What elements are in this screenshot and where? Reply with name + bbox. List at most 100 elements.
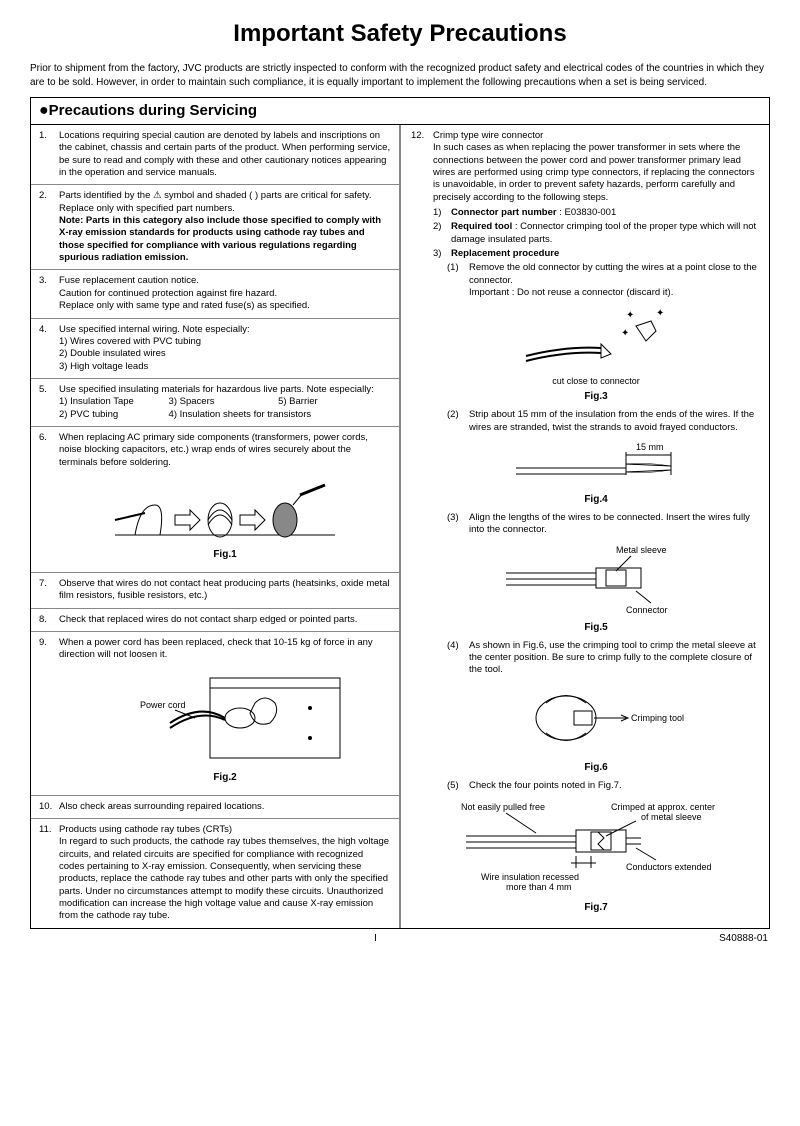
text: Caution for continued protection against…	[59, 288, 277, 299]
text: 2) Double insulated wires	[59, 348, 166, 359]
item-body: When replacing AC primary side component…	[59, 432, 391, 567]
item-num: 10.	[39, 801, 59, 813]
item-6: 6. When replacing AC primary side compon…	[31, 426, 399, 572]
proc-body: Check the four points noted in Fig.7.	[469, 780, 622, 792]
item-body: Crimp type wire connector In such cases …	[433, 130, 759, 204]
item-body: Parts identified by the ⚠ symbol and sha…	[59, 190, 391, 264]
text: 2) PVC tubing	[59, 409, 169, 421]
proc-num: (4)	[447, 640, 469, 677]
item-body: Locations requiring special caution are …	[59, 130, 391, 179]
step-3: 3) Replacement procedure	[433, 248, 759, 260]
item-num: 5.	[39, 384, 59, 421]
item-7: 7. Observe that wires do not contact hea…	[31, 572, 399, 608]
svg-text:15 mm: 15 mm	[636, 442, 664, 452]
text: Parts identified by the ⚠ symbol and sha…	[59, 190, 371, 201]
text: Required tool	[451, 221, 512, 232]
proc-num: (5)	[447, 780, 469, 792]
svg-text:Crimping tool: Crimping tool	[631, 713, 684, 723]
text: Remove the old connector by cutting the …	[469, 262, 757, 285]
fig7-box: Not easily pulled free Crimped at approx…	[433, 798, 759, 914]
fig5-svg: Metal sleeve Connector	[486, 543, 706, 618]
fig2-svg: Power cord	[100, 668, 350, 768]
fig4-box: 15 mm Fig.4	[433, 440, 759, 506]
text: 1) Insulation Tape	[59, 396, 169, 408]
item-body: When a power cord has been replaced, che…	[59, 637, 391, 790]
right-column: 12. Crimp type wire connector In such ca…	[400, 125, 769, 928]
fig5-box: Metal sleeve Connector Fig.5	[433, 543, 759, 634]
text: When a power cord has been replaced, che…	[59, 637, 373, 660]
step-num: 2)	[433, 221, 451, 246]
proc-num: (1)	[447, 262, 469, 299]
text: Crimp type wire connector	[433, 130, 543, 141]
page-number: I	[374, 933, 377, 944]
item-body: Also check areas surrounding repaired lo…	[59, 801, 391, 813]
text: Important : Do not reuse a connector (di…	[469, 287, 673, 298]
text: Replacement procedure	[451, 248, 559, 259]
svg-text:Connector: Connector	[626, 605, 668, 615]
item-body: Check that replaced wires do not contact…	[59, 614, 391, 626]
precautions-box: ●Precautions during Servicing 1. Locatio…	[30, 97, 770, 929]
step-body: Connector part number : E03830-001	[451, 207, 616, 219]
fig1-svg	[105, 475, 345, 545]
step-2: 2) Required tool : Connector crimping to…	[433, 221, 759, 246]
item-body: Use specified internal wiring. Note espe…	[59, 324, 391, 373]
fig6-svg: Crimping tool	[486, 683, 706, 758]
fig6-box: Crimping tool Fig.6	[433, 683, 759, 774]
item-4: 4. Use specified internal wiring. Note e…	[31, 318, 399, 378]
item-num: 11.	[39, 824, 59, 923]
fig3-box: ✦ ✦ ✦ cut close to connector Fig.3	[433, 306, 759, 404]
step-1: 1) Connector part number : E03830-001	[433, 207, 759, 219]
step-body: Replacement procedure	[451, 248, 559, 260]
bullet-icon: ●	[39, 102, 49, 119]
step-num: 3)	[433, 248, 451, 260]
fig3-label: Fig.3	[433, 390, 759, 403]
item-body: Observe that wires do not contact heat p…	[59, 578, 391, 603]
proc-body: Remove the old connector by cutting the …	[469, 262, 759, 299]
item-10: 10. Also check areas surrounding repaire…	[31, 795, 399, 818]
item-11: 11. Products using cathode ray tubes (CR…	[31, 818, 399, 928]
fig2-box: Power cord Fig.2	[59, 668, 391, 784]
svg-text:✦: ✦	[626, 310, 634, 321]
text: 4) Insulation sheets for transistors	[169, 409, 388, 421]
proc-5: (5) Check the four points noted in Fig.7…	[433, 780, 759, 792]
proc-body: Strip about 15 mm of the insulation from…	[469, 409, 759, 434]
fig7-label: Fig.7	[433, 901, 759, 914]
item-num: 4.	[39, 324, 59, 373]
text: Use specified internal wiring. Note espe…	[59, 324, 250, 335]
item-num: 6.	[39, 432, 59, 567]
item-num: 1.	[39, 130, 59, 179]
text: Replace only with specified part numbers…	[59, 203, 235, 214]
item-2: 2. Parts identified by the ⚠ symbol and …	[31, 184, 399, 269]
proc-num: (3)	[447, 512, 469, 537]
svg-text:Crimped at approx. center: Crimped at approx. center	[611, 802, 715, 812]
item-num: 9.	[39, 637, 59, 790]
item-1: 1. Locations requiring special caution a…	[31, 125, 399, 184]
doc-code: S40888-01	[719, 933, 768, 944]
left-column: 1. Locations requiring special caution a…	[31, 125, 400, 928]
text: Connector part number	[451, 207, 557, 218]
text: 3) Spacers	[169, 396, 279, 408]
item-8: 8. Check that replaced wires do not cont…	[31, 608, 399, 631]
step-num: 1)	[433, 207, 451, 219]
page-title: Important Safety Precautions	[30, 20, 770, 48]
item-9: 9. When a power cord has been replaced, …	[31, 631, 399, 795]
power-cord-label: Power cord	[140, 700, 186, 710]
proc-1: (1) Remove the old connector by cutting …	[433, 262, 759, 299]
item-num: 2.	[39, 190, 59, 264]
fig3-svg: ✦ ✦ ✦	[506, 306, 686, 376]
svg-text:of metal sleeve: of metal sleeve	[641, 812, 702, 822]
svg-text:Not easily pulled free: Not easily pulled free	[461, 802, 545, 812]
fig6-label: Fig.6	[433, 761, 759, 774]
text: Fuse replacement caution notice.	[59, 275, 199, 286]
section-header: ●Precautions during Servicing	[31, 98, 769, 125]
svg-text:✦: ✦	[656, 308, 664, 319]
text: 3) High voltage leads	[59, 361, 148, 372]
item-num: 7.	[39, 578, 59, 603]
item-12: 12. Crimp type wire connector In such ca…	[401, 125, 769, 925]
step-body: Required tool : Connector crimping tool …	[451, 221, 759, 246]
proc-3: (3) Align the lengths of the wires to be…	[433, 512, 759, 537]
text: In such cases as when replacing the powe…	[433, 142, 755, 202]
section-header-text: Precautions during Servicing	[49, 102, 257, 119]
item-num: 3.	[39, 275, 59, 312]
svg-text:Metal sleeve: Metal sleeve	[616, 545, 667, 555]
